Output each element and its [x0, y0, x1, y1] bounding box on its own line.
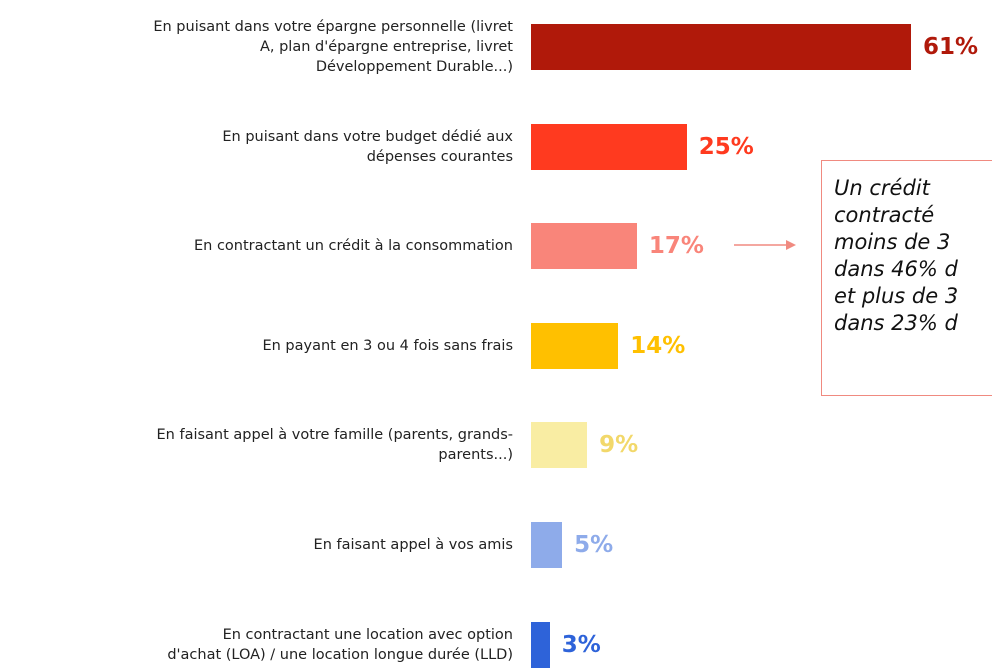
- value-label: 9%: [599, 432, 639, 459]
- bar: [531, 422, 588, 469]
- bar: [531, 223, 637, 270]
- bar: [531, 123, 687, 170]
- category-label: En puisant dans votre épargne personnell…: [153, 19, 513, 75]
- category-label: En faisant appel à vos amis: [313, 537, 513, 553]
- value-label: 14%: [630, 332, 686, 359]
- bar: [531, 24, 911, 70]
- category-label: En puisant dans votre budget dédié aux d…: [222, 128, 513, 165]
- annotation: Un crédit contracté moins de 3 dans 46% …: [821, 160, 992, 396]
- category-label: En contractant une location avec option …: [167, 626, 513, 663]
- category-label: En payant en 3 ou 4 fois sans frais: [262, 337, 513, 354]
- arrow-head: [786, 240, 796, 250]
- value-label: 61%: [923, 34, 979, 60]
- bar: [531, 322, 619, 369]
- value-label: 5%: [574, 532, 614, 558]
- value-label: 25%: [698, 133, 754, 160]
- value-label: 3%: [561, 631, 601, 658]
- bar: [531, 522, 563, 568]
- bar: [531, 621, 550, 668]
- value-label: 17%: [648, 233, 704, 260]
- category-label: En contractant un crédit à la consommati…: [194, 238, 513, 255]
- category-label: En faisant appel à votre famille (parent…: [156, 427, 513, 464]
